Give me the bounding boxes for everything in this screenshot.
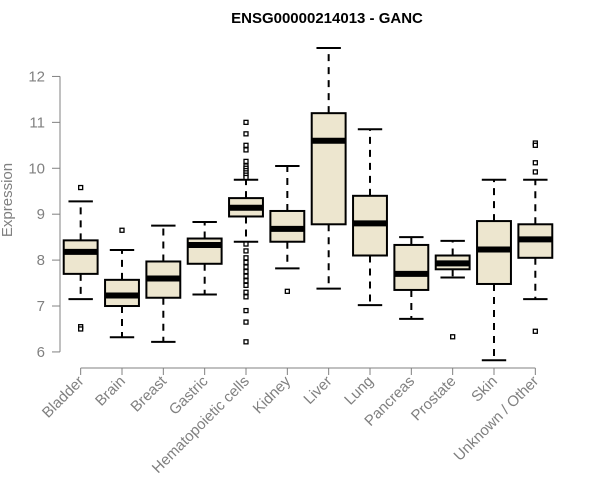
- y-tick-label: 8: [37, 252, 45, 269]
- outlier-point: [243, 142, 249, 148]
- x-tick-label: Breast: [127, 372, 170, 415]
- box-lung: [352, 128, 388, 307]
- outlier-point: [243, 289, 249, 295]
- y-tick-label: 7: [37, 298, 45, 315]
- box-unknown-other: [517, 140, 554, 334]
- iqr-box: [62, 239, 99, 275]
- outlier-point: [450, 334, 456, 340]
- outlier-point: [532, 328, 538, 334]
- x-tick-label: Lung: [341, 373, 377, 409]
- y-tick-label: 11: [29, 114, 45, 131]
- outlier-point: [243, 264, 249, 270]
- y-axis: 6 7 8 9 10 11 12: [28, 68, 61, 361]
- chart-title: ENSG00000214013 - GANC: [231, 10, 423, 27]
- outlier-point: [532, 169, 538, 175]
- outlier-point: [243, 248, 249, 254]
- x-tick-label: Skin: [468, 373, 501, 406]
- outlier-point: [243, 278, 249, 284]
- outlier-point: [532, 142, 538, 148]
- y-tick-label: 12: [28, 68, 45, 85]
- outlier-point: [243, 255, 249, 261]
- y-tick-label: 6: [37, 344, 45, 361]
- box-pancreas: [393, 236, 430, 320]
- box-gastric: [186, 220, 223, 296]
- box-prostate: [434, 239, 471, 340]
- boxes: [62, 46, 554, 362]
- outlier-point: [243, 319, 249, 325]
- outlier-point: [119, 227, 125, 233]
- outlier-point: [243, 282, 249, 289]
- outlier-point: [78, 184, 84, 191]
- outlier-point: [243, 273, 249, 279]
- iqr-box: [393, 243, 430, 291]
- outlier-point: [243, 131, 249, 137]
- x-tick-label: Brain: [92, 373, 129, 410]
- outlier-point: [78, 326, 84, 332]
- box-kidney: [269, 164, 306, 294]
- y-tick-label: 10: [28, 160, 45, 177]
- outlier-point: [243, 174, 249, 181]
- outlier-point: [243, 241, 249, 247]
- box-skin: [476, 178, 512, 362]
- outlier-point: [284, 288, 290, 294]
- outlier-point: [243, 294, 249, 300]
- outlier-point: [243, 119, 249, 126]
- box-breast: [145, 224, 182, 343]
- x-tick-label: Bladder: [39, 373, 88, 422]
- y-axis-title: Expression: [0, 163, 16, 237]
- outlier-point: [243, 259, 249, 266]
- box-brain: [104, 227, 140, 339]
- x-tick-label: Prostate: [408, 373, 460, 425]
- x-tick-label: Liver: [300, 373, 335, 408]
- box-liver: [310, 46, 347, 290]
- outlier-point: [243, 307, 249, 314]
- x-tick-label: Kidney: [250, 372, 295, 417]
- outlier-point: [243, 158, 249, 165]
- outlier-point: [243, 147, 249, 153]
- outlier-point: [243, 268, 249, 275]
- outlier-point: [243, 339, 249, 345]
- iqr-box: [310, 112, 347, 226]
- box-bladder: [62, 184, 99, 332]
- box-hematopoietic-cells: [228, 119, 264, 345]
- outlier-point: [532, 160, 538, 166]
- y-tick-label: 9: [37, 206, 45, 223]
